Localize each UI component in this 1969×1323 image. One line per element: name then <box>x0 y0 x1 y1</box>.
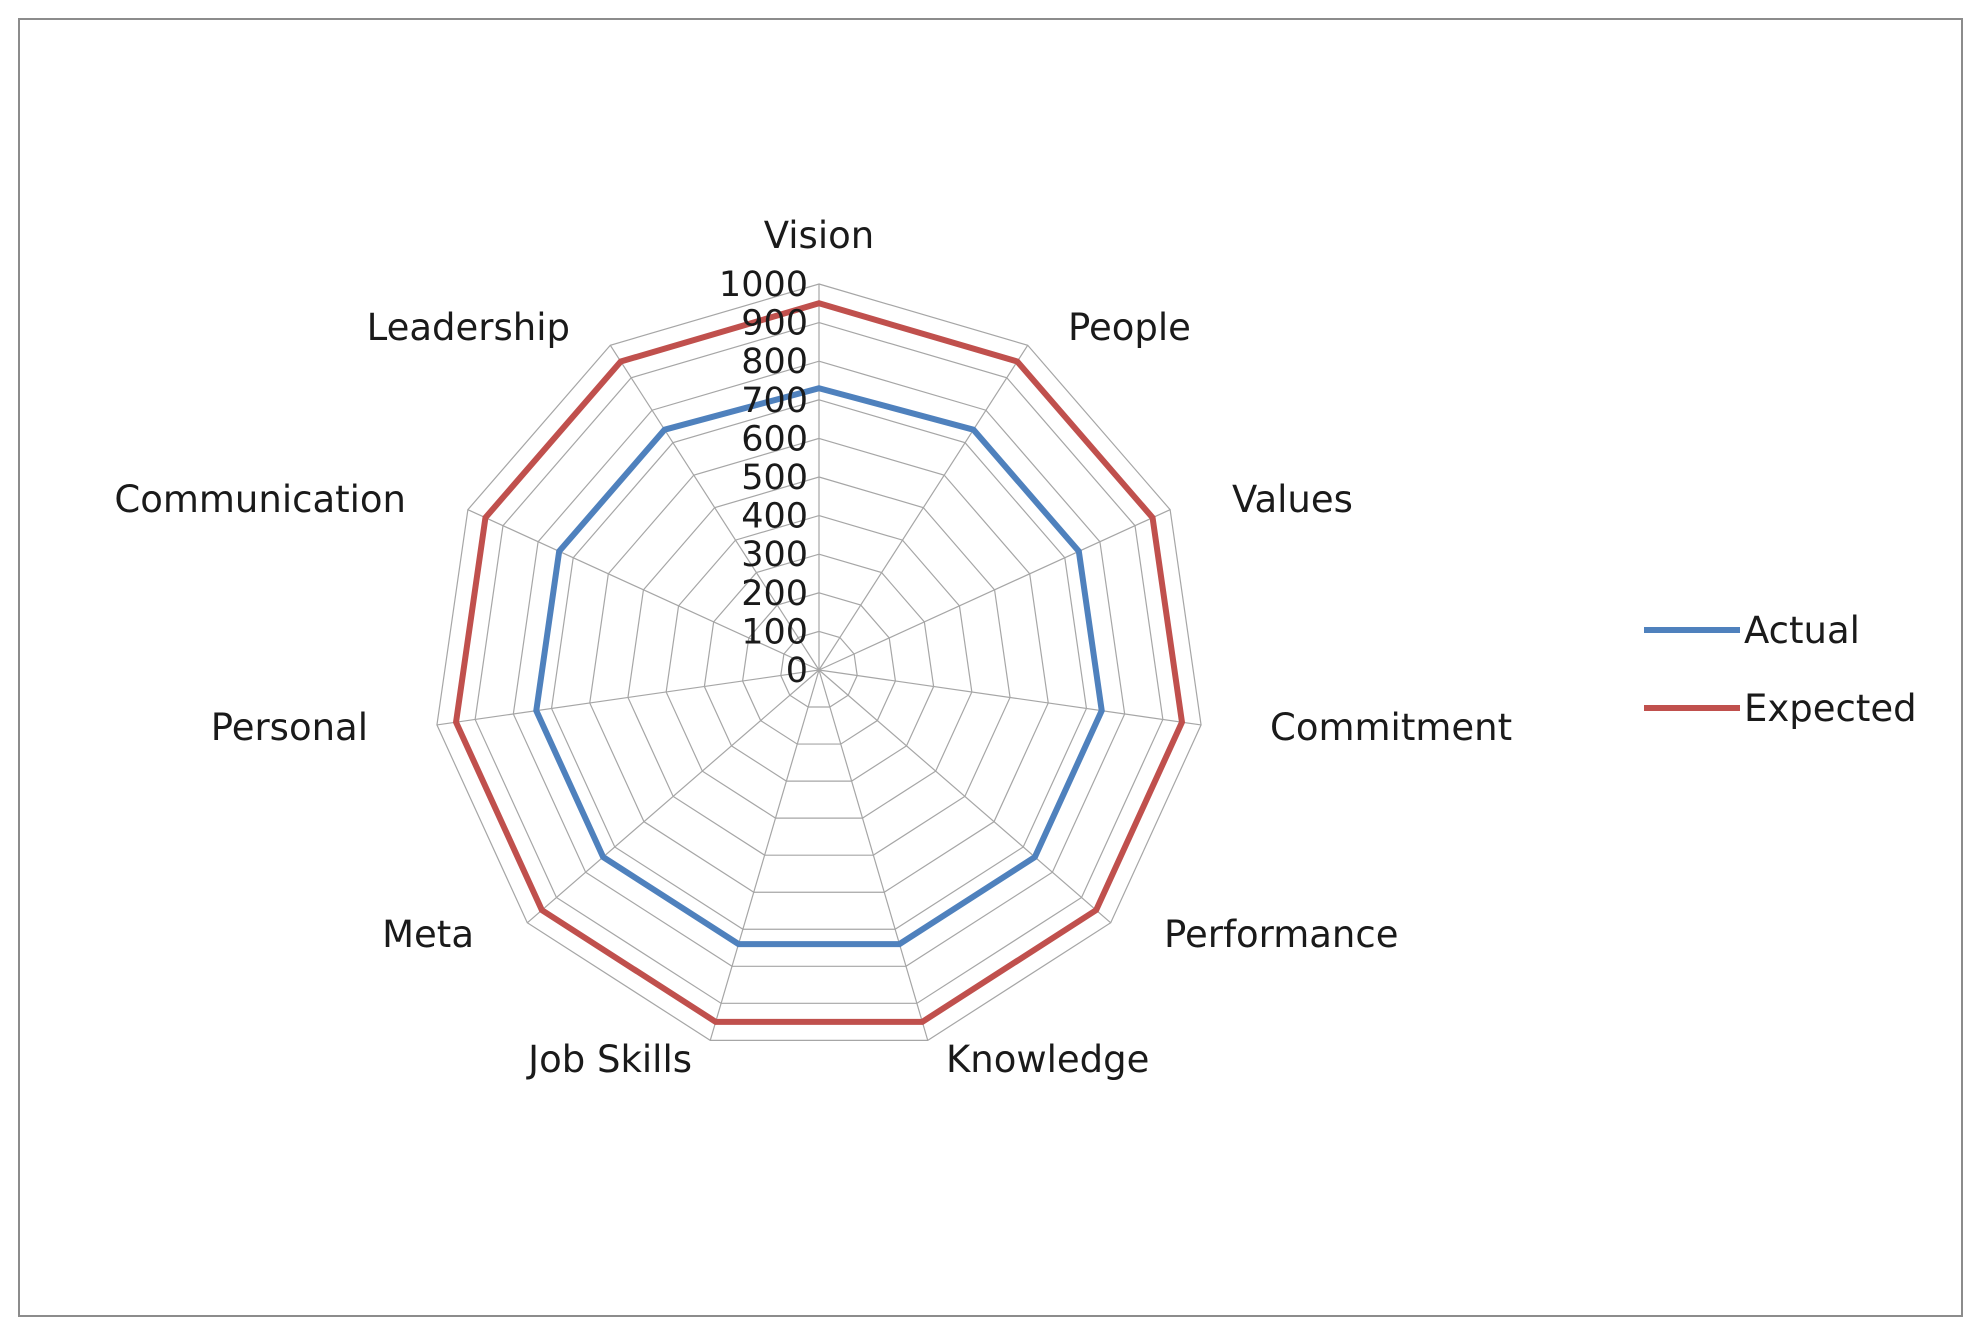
tick-label: 600 <box>741 419 808 459</box>
grid-spoke <box>467 509 820 671</box>
grid-ring <box>589 437 1049 893</box>
tick-label: 0 <box>786 651 808 691</box>
category-label: Values <box>1232 478 1353 521</box>
category-label: People <box>1068 306 1191 349</box>
series-line-expected <box>452 300 1186 1025</box>
tick-label: 1000 <box>719 265 808 305</box>
grid-spoke <box>436 669 820 726</box>
legend: Actual Expected <box>1644 609 1917 730</box>
grid-spoke <box>818 669 1202 726</box>
grid-spoke <box>818 509 1171 671</box>
tick-label: 800 <box>741 342 808 382</box>
category-label: Performance <box>1164 913 1398 956</box>
grid-spoke <box>818 344 1029 671</box>
category-label: Leadership <box>367 306 570 349</box>
category-label: Communication <box>114 478 406 521</box>
grid-ring <box>665 514 973 819</box>
grid-spoke <box>818 669 929 1041</box>
tick-label: 400 <box>741 497 808 537</box>
category-label: Meta <box>382 913 474 956</box>
grid-ring <box>741 592 897 745</box>
series-line-actual <box>533 385 1105 948</box>
radar-grid <box>436 283 1202 1041</box>
tick-label: 700 <box>741 381 808 421</box>
grid-ring <box>780 630 858 708</box>
tick-label: 100 <box>741 612 808 652</box>
grid-ring <box>550 399 1088 930</box>
legend-label-actual: Actual <box>1744 609 1860 652</box>
grid-spoke <box>709 669 820 1041</box>
radar-series <box>452 300 1186 1025</box>
tick-label: 300 <box>741 535 808 575</box>
grid-ring <box>627 476 1011 856</box>
legend-label-expected: Expected <box>1744 687 1917 730</box>
grid-ring <box>703 553 935 782</box>
grid-spoke <box>818 669 1112 924</box>
category-labels: Vision People Values Commitment Performance K… <box>114 214 1512 1081</box>
grid-ring <box>474 321 1164 1004</box>
category-label: Vision <box>764 214 874 257</box>
grid-ring <box>512 360 1126 967</box>
grid-spoke <box>526 669 820 924</box>
category-label: Knowledge <box>946 1038 1149 1081</box>
category-label: Personal <box>211 706 368 749</box>
tick-label: 200 <box>741 574 808 614</box>
chart-frame <box>18 18 1963 1317</box>
grid-ring <box>436 283 1202 1041</box>
grid-spoke <box>609 344 820 671</box>
tick-label: 900 <box>741 304 808 344</box>
category-label: Commitment <box>1270 706 1512 749</box>
tick-label: 500 <box>741 458 808 498</box>
category-label: Job Skills <box>526 1038 692 1081</box>
